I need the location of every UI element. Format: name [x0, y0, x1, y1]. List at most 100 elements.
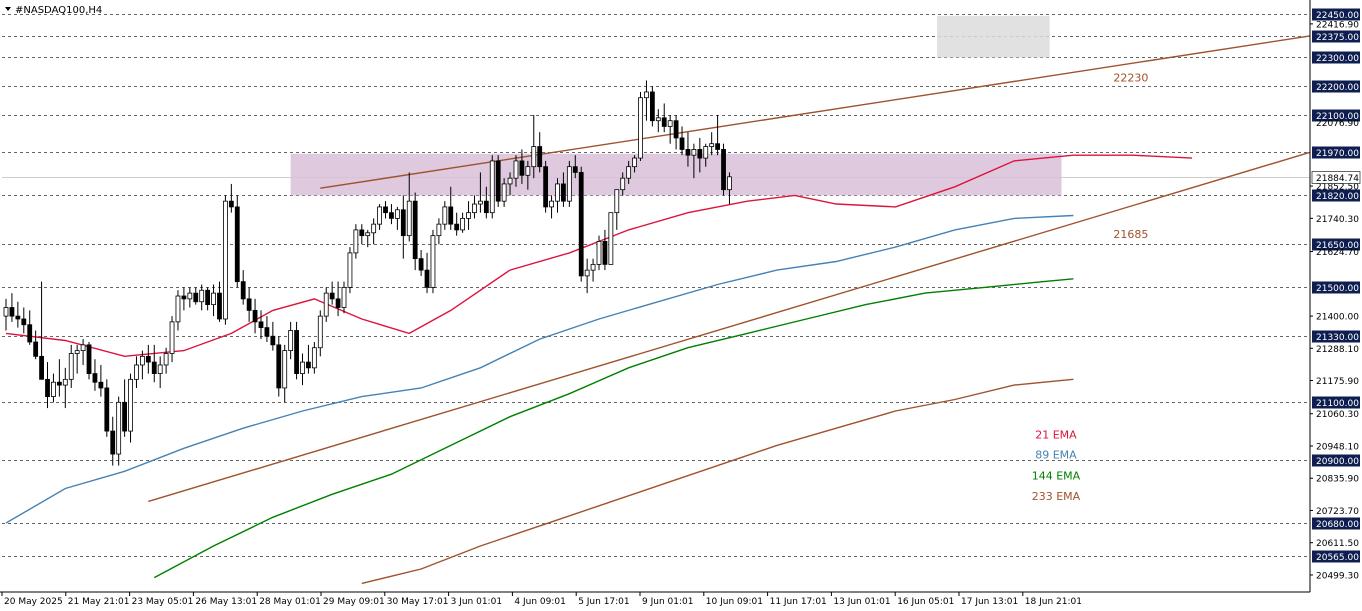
- price-tick-label: 20611.50: [1316, 539, 1359, 549]
- candle-body: [264, 327, 270, 337]
- candle-body: [655, 117, 661, 122]
- level-tag-label: 21970.00: [1316, 149, 1359, 159]
- candle: [288, 321, 294, 360]
- level-tag: [1312, 51, 1360, 64]
- candle: [383, 201, 388, 219]
- price-tick-label: 22416.90: [1316, 20, 1359, 30]
- candle: [555, 178, 560, 213]
- candle-body: [15, 315, 21, 320]
- trendline-label: 22230: [1113, 72, 1148, 85]
- time-tick-label: 17 Jun 13:01: [961, 597, 1018, 607]
- candle: [169, 316, 175, 363]
- level-tag-label: 20900.00: [1316, 457, 1359, 467]
- candle: [715, 114, 720, 156]
- candle: [584, 258, 590, 294]
- price-tick-label: 21852.50: [1316, 183, 1359, 193]
- resistance-zone: [290, 153, 1062, 196]
- candle-body: [163, 353, 169, 366]
- candle-body: [98, 381, 104, 389]
- candle-body: [80, 344, 86, 352]
- level-tag-label: 21650.00: [1316, 241, 1359, 251]
- candle-body: [39, 355, 44, 380]
- candle: [86, 341, 92, 380]
- candle: [442, 201, 448, 230]
- candle: [205, 287, 211, 311]
- candle: [418, 250, 424, 276]
- candle: [270, 321, 276, 351]
- candle: [608, 212, 614, 265]
- candle-body: [270, 335, 276, 346]
- candle-body: [626, 166, 632, 179]
- candle-body: [602, 240, 608, 265]
- candle-body: [389, 212, 394, 219]
- candle: [217, 281, 222, 322]
- current-price-tag: [1311, 171, 1361, 184]
- candle: [9, 293, 15, 322]
- candle: [389, 204, 394, 225]
- candle: [620, 172, 626, 196]
- candle: [561, 172, 566, 207]
- candle-body: [424, 269, 430, 288]
- candle-body: [412, 200, 418, 260]
- candle-body: [691, 149, 697, 156]
- candle-body: [240, 281, 246, 300]
- price-tick-label: 22076.90: [1316, 119, 1359, 129]
- time-tick-label: 10 Jun 09:01: [706, 597, 763, 607]
- candle-body: [531, 146, 537, 168]
- price-tick-label: 21400.00: [1316, 313, 1359, 323]
- zones: [290, 15, 1062, 196]
- level-tag-label: 20680.00: [1316, 520, 1359, 530]
- candle: [122, 379, 127, 437]
- candle: [691, 143, 697, 179]
- level-tag-label: 21820.00: [1316, 192, 1359, 202]
- candle-body: [561, 183, 566, 202]
- time-tick-label: 26 May 13:01: [195, 597, 257, 607]
- candle: [721, 143, 726, 196]
- price-tick-label: 20948.10: [1316, 442, 1359, 452]
- candle-body: [703, 146, 709, 159]
- candle-body: [644, 91, 649, 99]
- candle-body: [359, 229, 365, 237]
- candle: [472, 195, 477, 219]
- candle-body: [709, 143, 715, 147]
- candle: [644, 80, 649, 121]
- level-tag: [1312, 517, 1360, 530]
- level-tag: [1312, 109, 1360, 122]
- level-tag-label: 20565.00: [1316, 553, 1359, 563]
- candle-body: [300, 361, 305, 374]
- level-tag: [1312, 281, 1360, 294]
- candle: [537, 132, 543, 173]
- candle-body: [436, 223, 442, 237]
- candle: [638, 91, 643, 161]
- candle-body: [9, 307, 15, 317]
- candle-body: [614, 189, 620, 214]
- candle-body: [584, 269, 590, 277]
- candle-body: [661, 117, 667, 127]
- level-tag-label: 21330.00: [1316, 333, 1359, 343]
- candle: [353, 224, 359, 259]
- candle: [15, 301, 21, 328]
- candle-body: [537, 146, 543, 168]
- dropdown-triangle-icon[interactable]: [5, 7, 11, 11]
- candle-body: [329, 292, 335, 300]
- candle: [157, 356, 163, 388]
- candle-body: [721, 149, 726, 191]
- candle-body: [92, 373, 98, 383]
- candle-body: [288, 330, 294, 352]
- candle-body: [555, 183, 560, 202]
- candle: [110, 416, 116, 466]
- candle-body: [223, 200, 228, 320]
- candle-body: [454, 223, 460, 231]
- current-price-label: 21884.74: [1316, 174, 1359, 184]
- chart-title: #NASDAQ100,H4: [15, 5, 102, 16]
- candle: [139, 350, 145, 380]
- price-tick-label: 20835.90: [1316, 475, 1359, 485]
- time-tick-label: 29 May 09:01: [323, 597, 385, 607]
- candle-body: [638, 97, 643, 159]
- candle-body: [258, 321, 264, 329]
- candle: [306, 344, 311, 374]
- candle-body: [679, 137, 685, 150]
- candle-body: [460, 218, 466, 231]
- candle-body: [727, 176, 732, 191]
